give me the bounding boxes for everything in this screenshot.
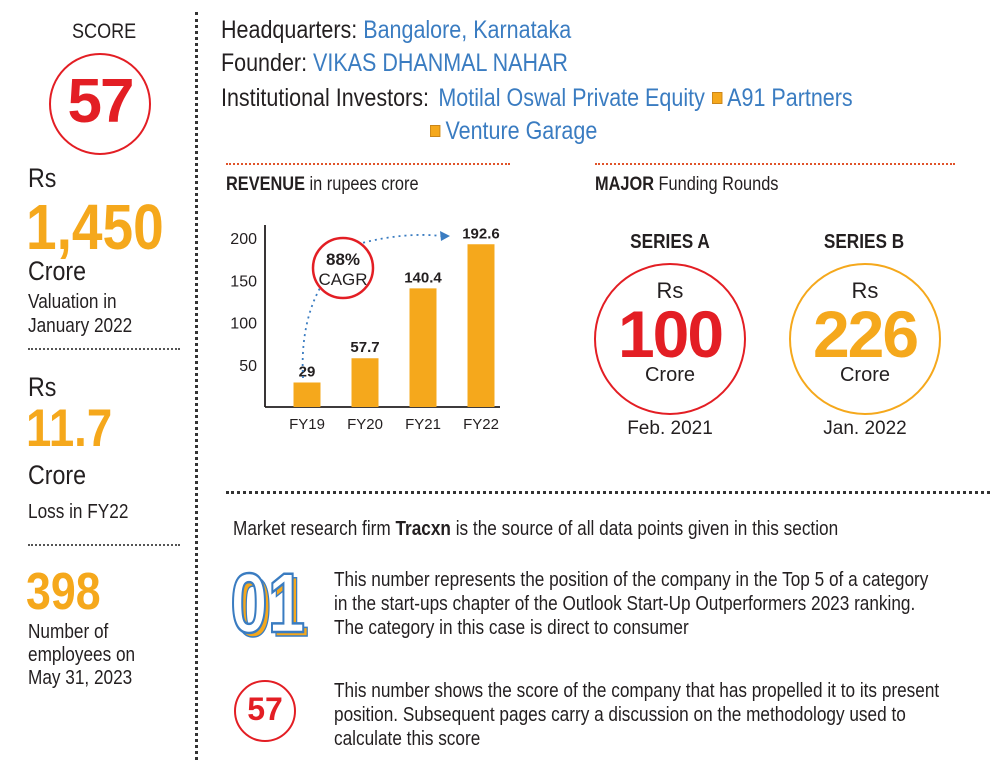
rank-number-shadow: 01 [234, 561, 308, 640]
hq-value: Bangalore, Karnataka [363, 16, 572, 44]
investors-row: Institutional Investors: Motilal Oswal P… [221, 84, 853, 113]
round-amount: 100 [617, 297, 724, 371]
score-text-line1: This number shows the score of the compa… [334, 680, 940, 702]
founder-label: Founder: [221, 49, 308, 77]
source-post: is the source of all data points given i… [450, 518, 839, 540]
section-divider [595, 163, 955, 165]
round-unit: Crore [644, 364, 695, 386]
revenue-title: REVENUE in rupees crore [226, 174, 419, 196]
bullet-square-icon [430, 125, 441, 137]
bar [467, 244, 495, 407]
bar [409, 288, 437, 407]
founder-row: Founder: VIKAS DHANMAL NAHAR [221, 49, 568, 78]
score-badge-value: 57 [247, 691, 283, 727]
round-name: SERIES A [630, 231, 710, 253]
funding-title: MAJOR Funding Rounds [595, 174, 778, 196]
round-name: SERIES B [823, 231, 905, 253]
rank-text-line2: in the start-ups chapter of the Outlook … [334, 593, 916, 615]
employees-desc-line2: employees on [28, 644, 136, 666]
valuation-desc-line1: Valuation in [28, 291, 117, 313]
source-bold: Tracxn [395, 518, 451, 540]
revenue-title-bold: REVENUE [226, 174, 305, 195]
y-tick-label: 150 [230, 273, 257, 290]
investors-row-2: Venture Garage [430, 117, 597, 146]
cagr-label: CAGR [318, 270, 367, 289]
loss-desc: Loss in FY22 [28, 501, 129, 523]
x-tick-label: FY19 [289, 416, 325, 433]
round-circle [789, 263, 941, 415]
valuation-unit: Crore [28, 256, 87, 286]
loss-prefix: Rs [28, 372, 57, 402]
investor-2: A91 Partners [727, 84, 853, 112]
round-prefix: Rs [656, 278, 684, 303]
investors-label: Institutional Investors: [221, 84, 429, 112]
round-date: Feb. 2021 [627, 418, 713, 439]
score-value: 57 [67, 67, 135, 136]
rank-text-line1: This number represents the position of t… [334, 569, 929, 591]
sidebar-separator [195, 12, 198, 760]
bullet-square-icon [711, 92, 723, 104]
bar [293, 382, 321, 407]
bar-value-label: 140.4 [404, 269, 442, 286]
arrowhead-icon [440, 231, 450, 241]
round-prefix: Rs [851, 278, 879, 303]
y-tick-label: 50 [239, 358, 257, 375]
round-unit: Crore [839, 364, 890, 386]
loss-value: 11.7 [26, 399, 113, 458]
footer-divider [226, 491, 990, 494]
x-tick-label: FY20 [347, 416, 383, 433]
bar-value-label: 29 [299, 363, 316, 380]
x-tick-label: FY21 [405, 416, 441, 433]
cagr-value: 88% [326, 250, 360, 269]
rank-number-badge: 01 01 [229, 560, 308, 640]
valuation-desc-line2: January 2022 [28, 315, 133, 337]
rank-text-line3: The category in this case is direct to c… [334, 617, 689, 639]
funding-title-rest: Funding Rounds [654, 174, 779, 195]
score-circle [49, 53, 151, 155]
round-date: Jan. 2022 [823, 418, 907, 439]
valuation-value: 1,450 [26, 191, 164, 263]
cagr-annotation: 88% CAGR [301, 231, 450, 379]
employees-desc-line3: May 31, 2023 [28, 667, 133, 689]
source-pre: Market research firm [233, 518, 396, 540]
round-circle [594, 263, 746, 415]
y-tick-label: 100 [230, 316, 257, 333]
section-divider [226, 163, 510, 165]
score-label: SCORE [72, 20, 137, 43]
investor-3: Venture Garage [445, 117, 598, 145]
revenue-title-rest: in rupees crore [304, 174, 419, 195]
bar-value-label: 57.7 [350, 339, 379, 356]
founder-value: VIKAS DHANMAL NAHAR [313, 49, 568, 77]
investor-1: Motilal Oswal Private Equity [438, 84, 705, 112]
sidebar-divider [28, 348, 180, 350]
hq-row: Headquarters: Bangalore, Karnataka [221, 16, 571, 45]
round-amount: 226 [812, 297, 919, 371]
rank-number: 01 [230, 560, 305, 640]
score-text-line2: position. Subsequent pages carry a discu… [334, 704, 906, 726]
sidebar-divider [28, 544, 180, 546]
bar-value-label: 192.6 [462, 225, 500, 242]
cagr-circle [311, 236, 375, 300]
hq-label: Headquarters: [221, 16, 358, 44]
valuation-prefix: Rs [28, 163, 57, 193]
employees-desc-line1: Number of [28, 621, 109, 643]
employees-value: 398 [26, 563, 101, 621]
score-badge-circle [234, 680, 296, 742]
x-tick-label: FY22 [463, 416, 499, 433]
source-note: Market research firm Tracxn is the sourc… [233, 518, 838, 541]
funding-title-bold: MAJOR [595, 174, 655, 195]
y-tick-label: 200 [230, 231, 257, 248]
bar [351, 358, 379, 407]
score-text-line3: calculate this score [334, 728, 481, 750]
loss-unit: Crore [28, 460, 87, 490]
